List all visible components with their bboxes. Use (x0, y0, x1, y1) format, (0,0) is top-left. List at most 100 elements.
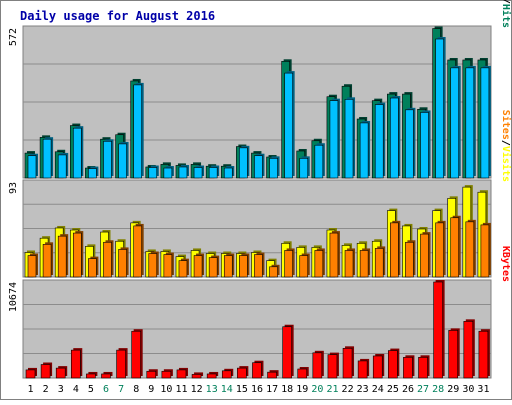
bar-sites (163, 254, 173, 278)
x-tick-label: 2 (43, 384, 49, 395)
bar-kbytes (403, 357, 413, 379)
bar-sites (284, 250, 293, 278)
bar-kbytes (312, 352, 323, 379)
bar-sites (148, 253, 158, 278)
bar-kbytes (25, 369, 36, 379)
chart-title: Daily usage for August 2016 (20, 9, 215, 23)
bar-files (133, 84, 142, 179)
bar-files (480, 67, 490, 179)
bar-kbytes (70, 349, 81, 379)
panel-visits-sites: 93 Sites/Visits (8, 110, 512, 278)
bar-sites (42, 244, 52, 278)
bar-sites (299, 255, 309, 278)
x-tick-label: 13 (206, 384, 218, 395)
bar-kbytes (433, 281, 443, 379)
bar-sites (208, 257, 218, 278)
legend-entry: / (500, 0, 511, 4)
bar-sites (239, 255, 248, 278)
bar-files (193, 167, 203, 179)
bar-sites (359, 250, 369, 278)
bar-files (284, 72, 293, 179)
bar-kbytes (372, 355, 383, 379)
x-tick-label: 27 (417, 384, 429, 395)
bar-files (163, 167, 173, 179)
x-tick-label: 23 (357, 384, 369, 395)
x-tick-label: 11 (175, 384, 187, 395)
axis-max-label: 93 (8, 182, 19, 194)
bar-kbytes (55, 367, 66, 379)
bar-kbytes (388, 350, 398, 379)
bar-sites (133, 225, 142, 278)
bar-sites (254, 254, 263, 278)
bar-sites (103, 241, 112, 278)
bar-kbytes (418, 357, 428, 379)
x-tick-label: 24 (372, 384, 384, 395)
bar-sites (405, 241, 414, 278)
x-tick-label: 4 (73, 384, 79, 395)
bar-kbytes (342, 348, 353, 379)
legend-entry: Hits (500, 4, 512, 28)
axis-max-label: 572 (8, 28, 19, 46)
legend-entry: Sites (500, 110, 512, 140)
bar-kbytes (282, 326, 292, 379)
bar-sites (27, 255, 37, 278)
bar-sites (420, 233, 429, 278)
bar-files (374, 104, 384, 179)
bar-files (329, 100, 339, 179)
bar-files (88, 168, 97, 179)
bar-sites (329, 232, 339, 278)
bar-files (72, 127, 82, 179)
bar-files (27, 155, 37, 179)
bar-files (148, 167, 158, 179)
bar-files (405, 109, 414, 179)
bar-sites (118, 249, 127, 278)
bar-files (359, 122, 369, 179)
bar-sites (435, 222, 444, 278)
bar-files (178, 166, 188, 179)
x-tick-label: 21 (326, 384, 338, 395)
bar-files (208, 167, 218, 179)
bar-sites (269, 266, 278, 278)
bar-sites (390, 222, 399, 278)
bar-files (118, 143, 127, 179)
x-tick-label: 30 (462, 384, 474, 395)
legend: KBytes (500, 246, 511, 282)
bar-kbytes (40, 364, 51, 379)
x-tick-label: 15 (236, 384, 248, 395)
x-tick-label: 25 (387, 384, 399, 395)
bar-kbytes (131, 330, 141, 379)
x-tick-label: 29 (447, 384, 459, 395)
legend: Pages/Files/Hits (500, 0, 512, 28)
x-tick-label: 8 (133, 384, 139, 395)
bar-sites (193, 255, 203, 278)
bar-files (435, 38, 444, 179)
x-tick-label: 9 (148, 384, 154, 395)
bar-files (269, 158, 278, 179)
x-tick-label: 19 (296, 384, 308, 395)
bar-files (465, 67, 475, 179)
bar-sites (450, 217, 460, 278)
bar-kbytes (237, 367, 247, 379)
legend-entry: / (500, 140, 511, 146)
bar-kbytes (101, 373, 111, 379)
bar-files (420, 112, 429, 179)
x-tick-label: 17 (266, 384, 278, 395)
x-tick-label: 28 (432, 384, 444, 395)
bar-files (223, 167, 233, 179)
bar-kbytes (221, 370, 232, 379)
bar-kbytes (206, 373, 217, 379)
x-tick-label: 22 (342, 384, 354, 395)
bar-files (57, 154, 67, 179)
bar-sites (223, 255, 233, 278)
bar-kbytes (267, 371, 277, 379)
bar-kbytes (252, 362, 262, 379)
bar-sites (465, 221, 475, 278)
bar-files (103, 140, 112, 179)
bar-sites (57, 235, 67, 278)
bar-kbytes (297, 368, 308, 379)
bar-sites (178, 260, 188, 278)
bar-kbytes (176, 369, 187, 379)
bar-files (254, 155, 263, 179)
